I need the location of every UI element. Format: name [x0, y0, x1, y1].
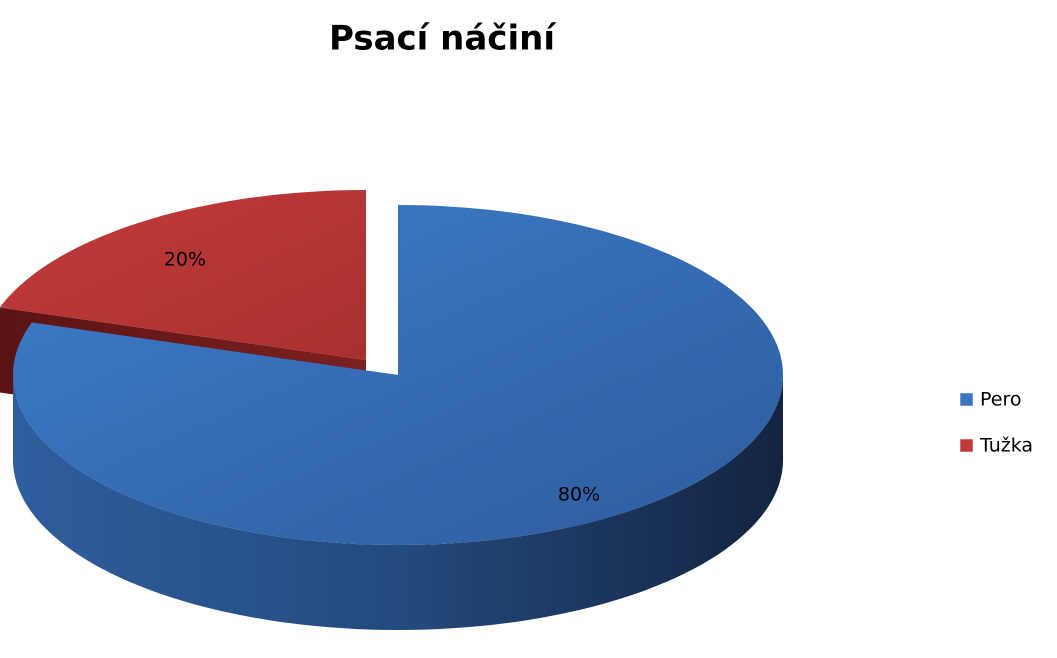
pie-slice: [0, 190, 366, 360]
slice-side: [13, 375, 783, 630]
legend-label: Pero: [980, 389, 1022, 411]
chart-title: Psací náčiní: [329, 19, 557, 59]
legend-label: Tužka: [979, 435, 1033, 457]
data-label: 20%: [164, 248, 206, 270]
legend-swatch: [959, 438, 974, 453]
legend-swatch: [959, 392, 974, 407]
pie-slice: [13, 205, 783, 545]
data-label: 80%: [558, 484, 600, 506]
